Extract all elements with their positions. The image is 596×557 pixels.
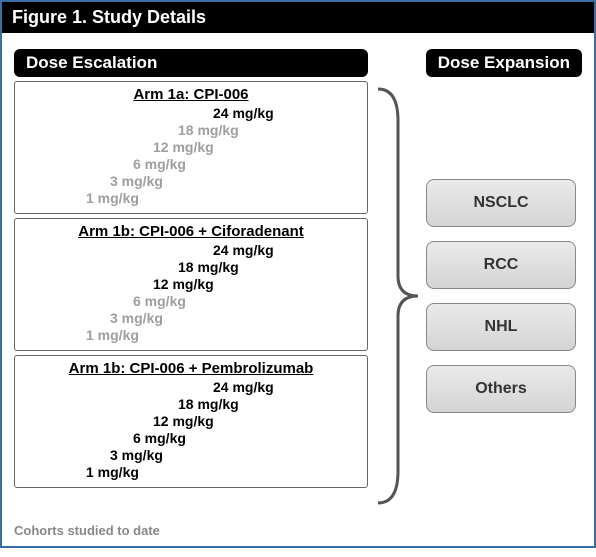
figure-content: Dose Escalation Dose Expansion Arm 1a: C… xyxy=(2,33,594,546)
header-row: Dose Escalation Dose Expansion xyxy=(14,49,582,77)
body-row: Arm 1a: CPI-00624 mg/kg18 mg/kg12 mg/kg6… xyxy=(14,81,582,511)
dose-level: 3 mg/kg xyxy=(23,447,359,464)
dose-list: 24 mg/kg18 mg/kg12 mg/kg6 mg/kg3 mg/kg1 … xyxy=(23,105,359,207)
expansion-box: NHL xyxy=(426,303,576,351)
expansion-box: NSCLC xyxy=(426,179,576,227)
dose-level: 12 mg/kg xyxy=(23,413,359,430)
dose-level: 1 mg/kg xyxy=(23,464,359,481)
dose-level: 18 mg/kg xyxy=(23,396,359,413)
dose-list: 24 mg/kg18 mg/kg12 mg/kg6 mg/kg3 mg/kg1 … xyxy=(23,242,359,344)
dose-level: 3 mg/kg xyxy=(23,173,359,190)
dose-level: 18 mg/kg xyxy=(23,259,359,276)
figure-title: Figure 1. Study Details xyxy=(2,2,594,33)
expansion-box: RCC xyxy=(426,241,576,289)
arm-title: Arm 1a: CPI-006 xyxy=(23,86,359,103)
header-dose-expansion: Dose Expansion xyxy=(426,49,582,77)
arm-box: Arm 1b: CPI-006 + Ciforadenant 24 mg/kg18… xyxy=(14,218,368,351)
figure-container: Figure 1. Study Details Dose Escalation … xyxy=(0,0,596,548)
arm-title: Arm 1b: CPI-006 + Ciforadenant xyxy=(23,223,359,240)
expansion-box: Others xyxy=(426,365,576,413)
arm-box: Arm 1b: CPI-006 + Pembrolizumab24 mg/kg1… xyxy=(14,355,368,488)
dose-level: 18 mg/kg xyxy=(23,122,359,139)
dose-level: 1 mg/kg xyxy=(23,327,359,344)
arm-title: Arm 1b: CPI-006 + Pembrolizumab xyxy=(23,360,359,377)
dose-level: 24 mg/kg xyxy=(23,242,359,259)
dose-level: 6 mg/kg xyxy=(23,430,359,447)
dose-level: 12 mg/kg xyxy=(23,276,359,293)
brace-icon xyxy=(368,81,426,511)
dose-level: 1 mg/kg xyxy=(23,190,359,207)
dose-level: 24 mg/kg xyxy=(23,379,359,396)
dose-level: 24 mg/kg xyxy=(23,105,359,122)
dose-level: 12 mg/kg xyxy=(23,139,359,156)
dose-list: 24 mg/kg18 mg/kg12 mg/kg6 mg/kg3 mg/kg1 … xyxy=(23,379,359,481)
footnote: Cohorts studied to date xyxy=(14,523,582,538)
dose-level: 6 mg/kg xyxy=(23,293,359,310)
dose-level: 6 mg/kg xyxy=(23,156,359,173)
header-dose-escalation: Dose Escalation xyxy=(14,49,368,77)
escalation-column: Arm 1a: CPI-00624 mg/kg18 mg/kg12 mg/kg6… xyxy=(14,81,368,511)
arm-box: Arm 1a: CPI-006 24 mg/kg18 mg/kg12 mg/kg6… xyxy=(14,81,368,214)
expansion-column: NSCLC RCC NHL Others xyxy=(426,81,582,511)
dose-level: 3 mg/kg xyxy=(23,310,359,327)
